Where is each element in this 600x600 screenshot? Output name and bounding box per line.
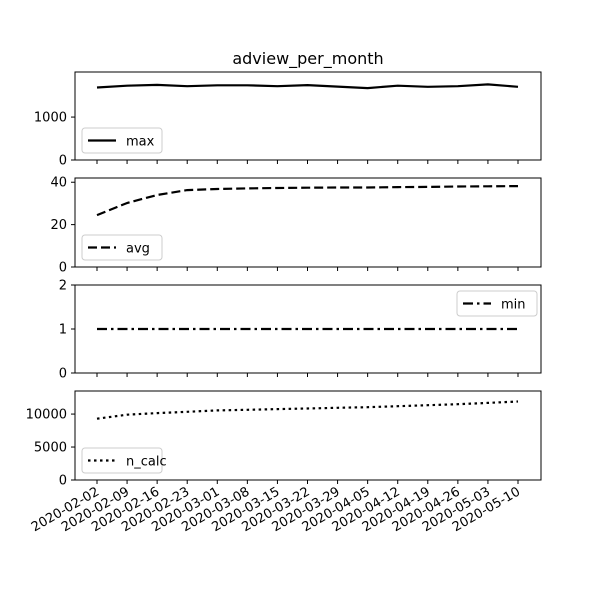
series-line-n_calc (96, 400, 519, 420)
y-tick-label: 1000 (34, 111, 67, 126)
y-tick-label: 0 (59, 474, 67, 489)
series-line-avg (96, 185, 519, 217)
legend-box (81, 127, 163, 154)
y-tick-label: 0 (59, 261, 67, 276)
legend: max (81, 127, 163, 154)
legend: avg (81, 234, 163, 261)
legend-box (456, 290, 538, 317)
y-tick-label: 5000 (34, 441, 67, 456)
panel-1: 0 1000 max (34, 71, 542, 169)
panel-2: 0 20 40 avg (50, 176, 542, 276)
series-line-max (96, 83, 519, 90)
y-tick-label: 0 (59, 367, 67, 382)
y-tick-label: 1 (59, 323, 67, 338)
panel-3: 0 1 2 min (59, 279, 542, 382)
legend-box (81, 234, 163, 261)
panel-4: 05000100002020-02-022020-02-092020-02-16… (26, 390, 542, 535)
y-tick-label: 0 (59, 154, 67, 169)
y-tick-label: 2 (59, 279, 67, 294)
legend: n_calc (81, 447, 167, 474)
legend: min (456, 290, 538, 317)
chart-title: adview_per_month (232, 49, 383, 69)
legend-label: min (501, 298, 526, 313)
legend-label: max (126, 135, 155, 150)
panels: 01000max02040avg012min05000100002020-02-… (26, 71, 542, 535)
legend-label: n_calc (126, 455, 167, 470)
legend-box (81, 447, 163, 474)
legend-label: avg (126, 242, 150, 257)
y-tick-label: 10000 (26, 408, 67, 423)
y-tick-label: 40 (50, 176, 67, 191)
y-tick-label: 20 (50, 218, 67, 233)
